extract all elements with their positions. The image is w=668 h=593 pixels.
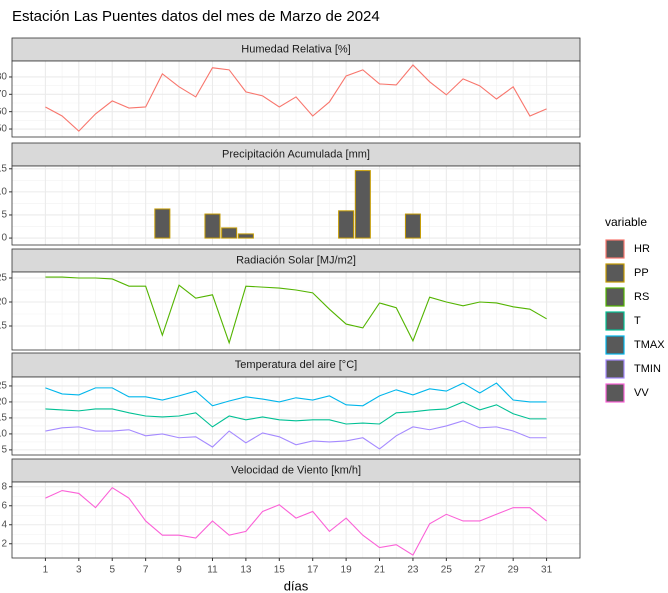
y-tick-label: 25 [0,273,7,284]
line [45,486,547,556]
legend-key [605,239,625,259]
strip-title: Precipitación Acumulada [mm] [222,148,370,160]
panel-border [11,376,581,456]
y-tick-label: 6 [1,500,7,511]
legend-key [605,335,625,355]
y-tick-label: 10 [0,187,7,198]
strip-title: Velocidad de Viento [km/h] [231,464,361,476]
x-tick-label: 9 [176,565,182,576]
bar [354,170,371,239]
strip [11,352,581,378]
bar [221,227,238,239]
legend-key [605,383,625,403]
strip-title: Humedad Relativa [%] [241,43,350,55]
x-tick-label: 3 [76,565,82,576]
x-tick-label: 25 [441,565,453,576]
y-tick-label: 10 [0,429,7,440]
x-tick-label: 5 [109,565,115,576]
bar [237,233,254,239]
x-tick-label: 27 [474,565,486,576]
legend-label: RS [634,291,649,303]
y-tick-label: 0 [1,233,7,244]
panel-border [11,165,581,246]
line [45,420,547,450]
y-tick-label: 25 [0,381,7,392]
y-tick-label: 20 [0,297,7,308]
y-tick-label: 4 [1,519,7,530]
x-axis-label: días [284,578,309,593]
chart-title: Estación Las Puentes datos del mes de Ma… [12,8,380,25]
x-tick-label: 13 [240,565,252,576]
x-tick-label: 1 [43,565,49,576]
line [45,64,547,132]
y-tick-label: 80 [0,72,7,83]
legend-key [605,263,625,283]
legend-key [605,287,625,307]
y-tick-label: 5 [1,210,7,221]
x-tick-label: 23 [407,565,419,576]
x-tick-label: 15 [274,565,286,576]
panel-border [11,60,581,138]
y-tick-label: 15 [0,321,7,332]
line [45,276,547,345]
legend-label: TMIN [634,363,661,375]
strip-title: Radiación Solar [MJ/m2] [236,254,356,266]
y-tick-label: 20 [0,397,7,408]
y-tick-label: 15 [0,413,7,424]
y-tick-label: 60 [0,106,7,117]
y-tick-label: 50 [0,124,7,135]
panel-border [11,271,581,351]
bar [204,213,221,239]
bar [404,213,421,239]
x-tick-label: 31 [541,565,553,576]
x-tick-label: 19 [341,565,353,576]
legend-label: TMAX [634,339,665,351]
panel-border [11,481,581,559]
legend-key [605,311,625,331]
bar [338,210,355,239]
x-tick-label: 29 [508,565,520,576]
y-tick-label: 8 [1,481,7,492]
legend-label: VV [634,387,649,399]
legend-title: variable [605,215,647,229]
strip-title: Temperatura del aire [°C] [235,359,357,371]
x-tick-label: 7 [143,565,149,576]
bar [154,208,171,239]
x-tick-label: 21 [374,565,386,576]
legend-key [605,359,625,379]
y-tick-label: 70 [0,89,7,100]
y-tick-label: 15 [0,163,7,174]
line [45,382,547,407]
legend-label: PP [634,267,649,279]
y-tick-label: 5 [1,445,7,456]
x-tick-label: 11 [207,565,218,576]
y-tick-label: 2 [1,538,7,549]
legend-label: T [634,315,641,327]
x-tick-label: 17 [307,565,319,576]
legend-label: HR [634,243,650,255]
line [45,401,547,428]
